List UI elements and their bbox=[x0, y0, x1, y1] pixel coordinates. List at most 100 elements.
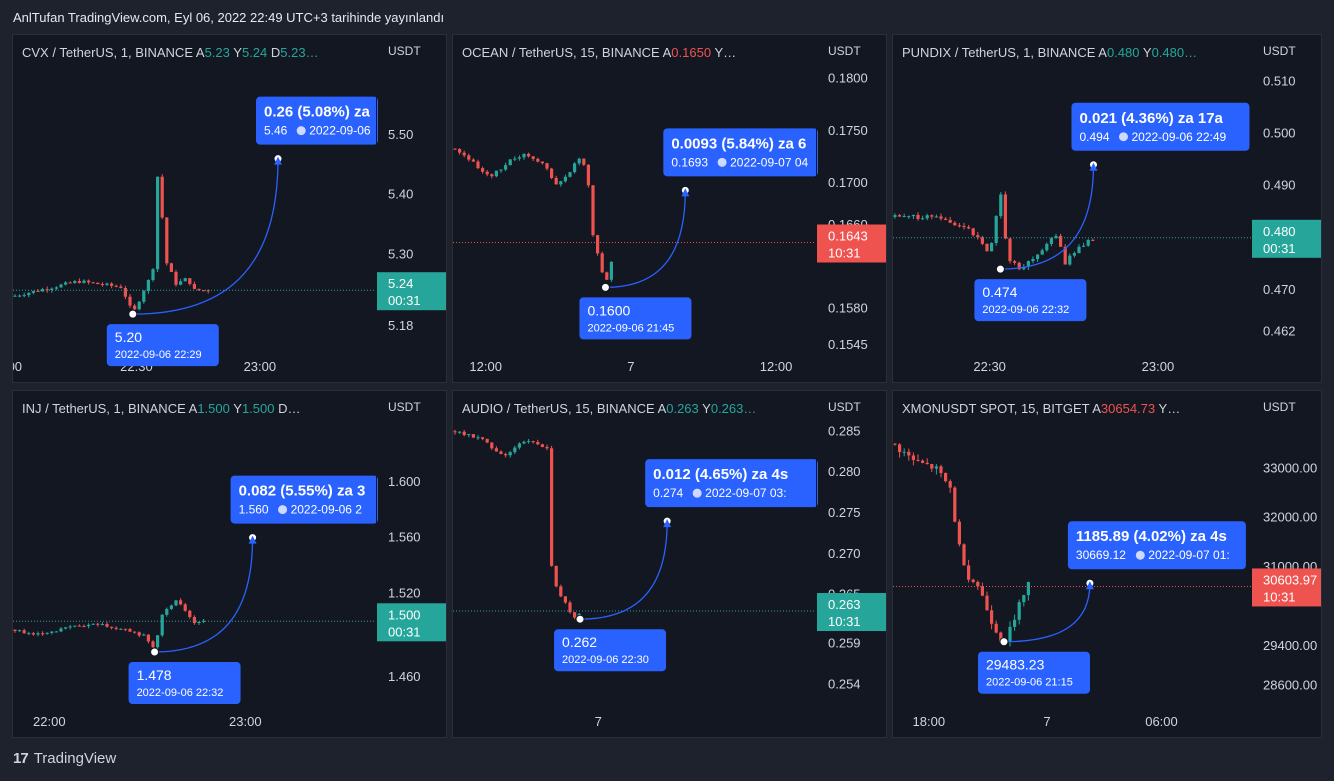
y-tick-label: 5.50 bbox=[388, 127, 413, 142]
chart-legend: INJ / TetherUS, 1, BINANCE A1.500 Y1.500… bbox=[22, 401, 300, 416]
candle bbox=[183, 602, 187, 612]
candle bbox=[1059, 233, 1063, 247]
candle bbox=[179, 598, 183, 606]
chart-panel-pundix[interactable]: USDT 0.510 0.500 0.490 0.470 0.462 22:30 23:00 0… bbox=[892, 34, 1322, 383]
candle bbox=[563, 174, 567, 183]
candle bbox=[925, 458, 929, 465]
candle bbox=[458, 148, 462, 155]
low-callout[interactable] bbox=[106, 324, 219, 367]
low-callout[interactable] bbox=[579, 297, 692, 340]
candle bbox=[1008, 621, 1012, 647]
candle bbox=[156, 635, 160, 650]
legend-segment: Y bbox=[698, 401, 711, 416]
arrow-head bbox=[681, 188, 690, 197]
projection-arc bbox=[154, 537, 254, 653]
candle bbox=[962, 543, 966, 566]
candle bbox=[934, 464, 938, 475]
candle-countdown: 00:31 bbox=[388, 293, 421, 308]
candle bbox=[123, 285, 127, 300]
candle bbox=[536, 157, 540, 163]
low-callout[interactable] bbox=[974, 279, 1087, 322]
target-callout[interactable] bbox=[255, 96, 378, 145]
candle bbox=[59, 627, 63, 633]
candle bbox=[87, 623, 91, 629]
low-callout[interactable] bbox=[554, 629, 667, 672]
candle bbox=[531, 155, 535, 161]
candle bbox=[91, 623, 95, 625]
chart-panel-xmon[interactable]: USDT 33000.00 32000.00 31000.00 29400.00 2860… bbox=[892, 390, 1322, 738]
target-callout-price: 0.274 bbox=[653, 486, 683, 500]
target-callout-change: 1185.89 (4.02%) za 4s bbox=[1076, 528, 1227, 545]
target-callout[interactable] bbox=[1071, 102, 1250, 151]
low-point-marker[interactable] bbox=[150, 647, 160, 657]
legend-segment: 5.24 bbox=[241, 45, 268, 60]
low-point-marker[interactable] bbox=[999, 637, 1009, 647]
candle bbox=[68, 624, 72, 630]
y-tick-label: 32000.00 bbox=[1263, 510, 1317, 525]
candle bbox=[902, 213, 906, 218]
target-callout[interactable] bbox=[663, 128, 818, 177]
current-price-label-bg bbox=[376, 603, 446, 642]
candle bbox=[948, 479, 952, 493]
y-tick-label: 1.460 bbox=[388, 669, 421, 684]
target-callout[interactable] bbox=[1067, 521, 1246, 570]
y-tick-label: 0.280 bbox=[828, 464, 861, 479]
projection-arc bbox=[132, 158, 279, 315]
chart-canvas: USDT 1.600 1.560 1.520 1.460 22:00 23:00 1.500 0… bbox=[13, 391, 446, 737]
low-point-marker[interactable] bbox=[575, 614, 585, 624]
candle bbox=[980, 582, 984, 597]
low-callout[interactable] bbox=[128, 661, 241, 704]
y-tick-label: 0.270 bbox=[828, 546, 861, 561]
y-tick-label: 0.510 bbox=[1263, 73, 1296, 88]
arrow-head bbox=[248, 535, 257, 544]
x-tick-label: 12:00 bbox=[760, 359, 793, 374]
legend-segment: A bbox=[195, 45, 205, 60]
candle bbox=[522, 153, 526, 160]
candle bbox=[517, 155, 521, 161]
chart-canvas: USDT0.18000.17500.17000.16600.15800.1545… bbox=[453, 35, 886, 382]
y-tick-label: 0.462 bbox=[1263, 324, 1296, 339]
candle bbox=[128, 294, 132, 309]
chart-panel-audio[interactable]: USDT0.2850.2800.2750.2700.2650.2590.2547… bbox=[452, 390, 887, 738]
tradingview-logo[interactable]: 17 TradingView bbox=[13, 750, 116, 767]
current-price-label-bg bbox=[816, 224, 886, 263]
candle bbox=[59, 283, 63, 288]
current-price-label-bg bbox=[1251, 219, 1321, 258]
low-point-marker[interactable] bbox=[128, 309, 138, 319]
candle bbox=[476, 159, 480, 170]
chart-panel-ocean[interactable]: USDT 0.1800 0.1750 0.1700 0.1660 0.1580 0.1545… bbox=[452, 34, 887, 383]
y-tick-label: 0.470 bbox=[1263, 282, 1296, 297]
candle bbox=[36, 631, 40, 637]
candle bbox=[504, 452, 508, 458]
candle bbox=[930, 214, 934, 220]
arrow-head bbox=[1085, 581, 1094, 590]
candle bbox=[146, 279, 150, 294]
tradingview-logo-icon: 17 bbox=[13, 750, 29, 767]
current-price-value: 0.263 bbox=[828, 597, 861, 612]
chart-panel-inj[interactable]: USDT 1.600 1.560 1.520 1.460 22:00 23:00 1.500 0… bbox=[12, 390, 447, 738]
y-tick-label: 0.285 bbox=[828, 423, 861, 438]
target-callout[interactable] bbox=[645, 459, 818, 508]
candle bbox=[100, 622, 104, 626]
low-point-marker[interactable] bbox=[995, 264, 1005, 274]
low-callout[interactable] bbox=[977, 651, 1090, 694]
low-point-marker[interactable] bbox=[600, 282, 610, 292]
candle bbox=[1017, 599, 1021, 625]
target-callout[interactable] bbox=[230, 475, 378, 524]
target-callout-date: 2022-09-07 04 bbox=[730, 155, 808, 169]
arrow-head bbox=[663, 519, 672, 528]
candle bbox=[508, 159, 512, 166]
candle bbox=[1068, 253, 1072, 266]
candle bbox=[944, 472, 948, 483]
legend-segment: 0.1650 bbox=[671, 45, 712, 60]
candle bbox=[944, 216, 948, 221]
price-axis-unit: USDT bbox=[828, 400, 861, 414]
candle bbox=[202, 619, 206, 624]
legend-segment: D… bbox=[274, 401, 301, 416]
candle bbox=[453, 148, 457, 150]
x-tick-label: 18:00 bbox=[913, 714, 946, 729]
chart-panel-cvx[interactable]: USDT5.505.405.305.18:0022:3023:005.2400:… bbox=[12, 34, 447, 383]
page-title: AnlTufan TradingView.com, Eyl 06, 2022 2… bbox=[13, 10, 445, 25]
x-tick-label: 7 bbox=[595, 714, 602, 729]
candle bbox=[554, 175, 558, 185]
